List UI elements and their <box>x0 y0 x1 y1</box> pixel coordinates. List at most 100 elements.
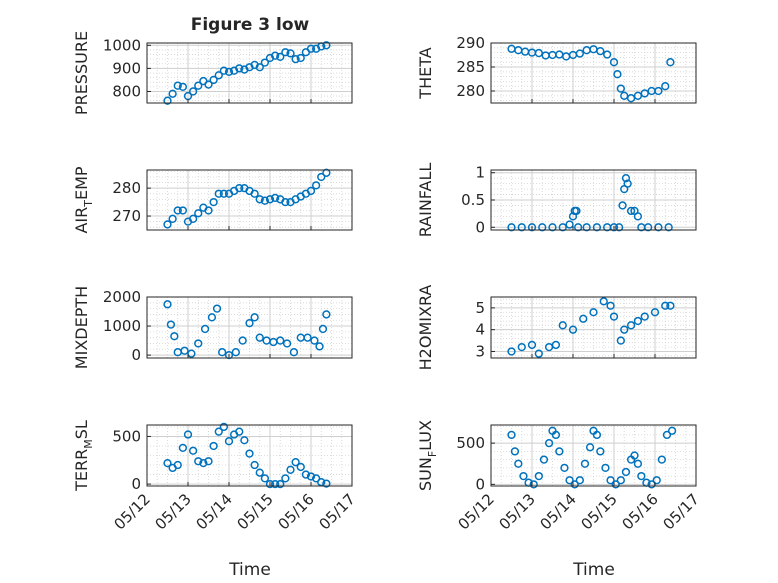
y-axis-label: RAINFALL <box>416 163 435 238</box>
data-point <box>281 48 290 57</box>
data-point <box>180 346 189 355</box>
data-point <box>609 58 619 67</box>
data-point <box>633 91 643 100</box>
data-point <box>168 89 177 98</box>
data-point <box>609 223 619 232</box>
data-point <box>235 64 244 73</box>
data-point <box>527 223 537 232</box>
data-point <box>250 460 259 470</box>
data-point <box>286 49 295 58</box>
subplot-3: 270 280 AIRTEMP <box>72 166 353 234</box>
axes-frame <box>146 169 353 231</box>
y-axis-label: PRESSURE <box>72 31 91 115</box>
y-tick-label: 270 <box>112 207 141 225</box>
data-point <box>311 181 321 190</box>
data-point <box>534 471 543 481</box>
data-point <box>568 325 578 334</box>
data-point <box>260 196 270 205</box>
data-point <box>616 336 625 345</box>
y-axis-label: MIXDEPTH <box>72 286 91 369</box>
data-point <box>188 87 198 96</box>
data-point <box>306 186 316 196</box>
data-point <box>579 314 588 323</box>
data-point <box>178 206 188 215</box>
data-point <box>664 223 673 232</box>
data-point <box>596 47 605 56</box>
data-point <box>614 223 624 232</box>
data-point <box>514 459 523 468</box>
data-point <box>270 51 280 60</box>
data-point <box>255 333 264 342</box>
data-point <box>194 457 203 466</box>
data-point <box>219 189 229 198</box>
data-point <box>173 460 182 470</box>
data-point <box>609 312 619 321</box>
data-point <box>200 324 210 334</box>
data-point <box>209 441 218 451</box>
data-point <box>255 468 264 477</box>
data-point <box>170 332 179 341</box>
data-point <box>322 479 331 488</box>
data-point <box>168 214 177 223</box>
y-tick-label: 800 <box>112 82 141 100</box>
data-point <box>626 94 636 103</box>
data-point <box>265 195 275 204</box>
data-point <box>551 430 561 440</box>
data-point <box>555 447 564 456</box>
x-axis-label-left: Time <box>228 560 271 580</box>
data-point <box>534 48 543 58</box>
data-point <box>667 426 677 435</box>
data-point <box>224 67 234 76</box>
y-tick-label: 500 <box>456 434 485 452</box>
data-point <box>529 480 538 489</box>
data-point <box>589 308 598 317</box>
data-point <box>214 427 223 436</box>
data-point <box>310 336 319 345</box>
data-point <box>551 340 561 350</box>
data-point <box>301 470 311 479</box>
data-point <box>173 81 182 90</box>
data-point <box>633 316 643 326</box>
data-point <box>296 462 305 472</box>
y-tick-label: 900 <box>112 59 141 77</box>
y-axis-label: THETA <box>416 47 435 99</box>
data-point <box>603 50 612 59</box>
figure-title: Figure 3 low <box>191 15 310 35</box>
data-point <box>599 297 608 306</box>
data-point <box>657 455 666 464</box>
data-point <box>527 340 537 350</box>
data-point <box>188 446 198 455</box>
data-point <box>260 58 270 67</box>
data-point <box>640 312 649 321</box>
data-point <box>255 63 264 72</box>
data-point <box>250 189 259 198</box>
data-point <box>548 223 557 232</box>
data-point <box>538 223 547 232</box>
data-point <box>240 436 249 445</box>
data-point <box>255 195 264 204</box>
data-point <box>282 339 292 348</box>
data-point <box>601 463 610 473</box>
data-point <box>517 342 526 352</box>
y-tick-label: 4 <box>475 321 485 339</box>
data-point <box>637 471 646 481</box>
y-tick-label: 0.5 <box>461 191 485 209</box>
data-point <box>558 321 567 330</box>
data-point <box>544 438 554 448</box>
data-point <box>510 447 520 456</box>
data-point <box>214 189 223 198</box>
data-point <box>178 443 188 453</box>
data-point <box>626 206 636 216</box>
y-tick-label: 0 <box>131 475 141 493</box>
data-point <box>291 458 300 467</box>
data-point <box>281 474 290 483</box>
data-point <box>322 310 331 319</box>
data-point <box>570 480 579 489</box>
data-point <box>311 474 321 483</box>
data-point <box>235 427 244 436</box>
data-point <box>661 301 670 310</box>
axes-frame <box>146 42 353 104</box>
data-point <box>209 197 218 207</box>
data-point <box>582 223 591 232</box>
data-point <box>163 96 172 105</box>
